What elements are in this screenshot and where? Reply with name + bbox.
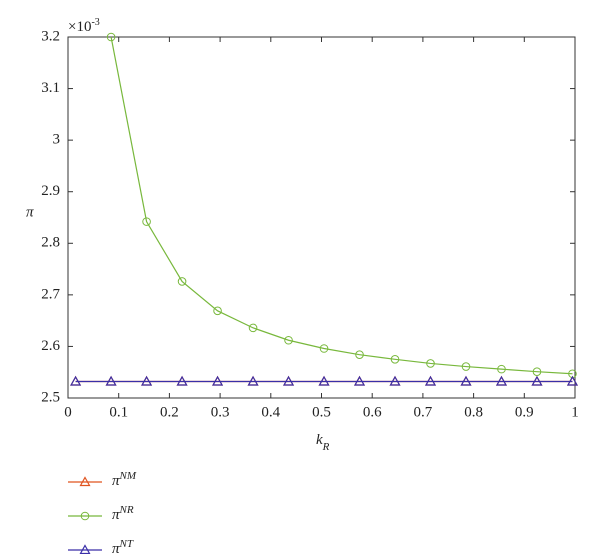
legend-superscript: NM	[119, 470, 137, 482]
y-tick-label: 2.7	[41, 286, 60, 302]
marker	[247, 375, 259, 386]
marker	[355, 350, 364, 359]
legend-label: πNT	[112, 538, 134, 554]
marker	[106, 32, 116, 42]
legend-superscript: NR	[119, 504, 134, 516]
marker	[177, 277, 187, 286]
marker	[283, 375, 295, 386]
axis-multiplier: ×10-3	[68, 17, 100, 35]
x-tick-label: 0.2	[160, 404, 179, 420]
marker	[70, 375, 82, 386]
marker	[142, 217, 151, 226]
marker	[248, 323, 258, 333]
marker	[460, 375, 472, 386]
y-tick-label: 2.8	[41, 235, 60, 251]
x-tick-label: 0.1	[109, 404, 128, 420]
legend-label: πNM	[112, 470, 137, 490]
marker	[105, 375, 117, 386]
y-tick-label: 3.2	[41, 28, 60, 44]
legend-name: π	[112, 541, 120, 554]
marker	[213, 306, 222, 316]
marker	[424, 375, 437, 386]
marker	[566, 375, 578, 386]
legend-entry: πNR	[68, 504, 134, 524]
legend-entry: πNM	[68, 470, 137, 490]
y-tick-label: 3	[53, 132, 61, 148]
x-axis-label: kR	[316, 432, 330, 452]
x-tick-label: 0	[64, 404, 72, 420]
marker	[319, 344, 329, 353]
x-tick-label: 0.9	[515, 404, 534, 420]
marker	[497, 364, 506, 374]
marker	[318, 375, 330, 386]
x-tick-label: 0.8	[464, 404, 483, 420]
marker	[495, 375, 508, 386]
plot-frame	[67, 36, 576, 399]
legend-name: π	[112, 507, 120, 523]
legend-name: π	[112, 473, 120, 489]
marker	[80, 511, 90, 521]
series-line	[110, 36, 573, 375]
legend-label: πNR	[112, 504, 134, 524]
marker	[79, 476, 91, 487]
marker	[426, 359, 435, 368]
x-tick-label: 0.5	[312, 404, 331, 420]
marker	[390, 355, 400, 364]
marker	[461, 362, 471, 371]
y-axis-label: π	[26, 204, 34, 220]
legend-superscript: NT	[119, 538, 134, 550]
x-tick-label: 0.7	[414, 404, 433, 420]
marker	[141, 375, 153, 386]
y-tick-label: 2.9	[41, 183, 60, 199]
y-tick-label: 2.5	[41, 389, 60, 405]
x-tick-label: 1	[571, 404, 579, 420]
legend-entry: πNT	[68, 538, 134, 554]
marker	[531, 375, 543, 386]
marker	[532, 367, 542, 376]
x-tick-label: 0.3	[211, 404, 230, 420]
marker	[353, 375, 366, 386]
marker	[284, 335, 293, 345]
y-tick-label: 3.1	[41, 80, 60, 96]
x-tick-label: 0.4	[261, 404, 280, 420]
marker	[212, 375, 224, 386]
marker	[176, 375, 188, 386]
y-tick-label: 2.6	[41, 338, 60, 354]
marker	[389, 375, 401, 386]
x-tick-label: 0.6	[363, 404, 382, 420]
